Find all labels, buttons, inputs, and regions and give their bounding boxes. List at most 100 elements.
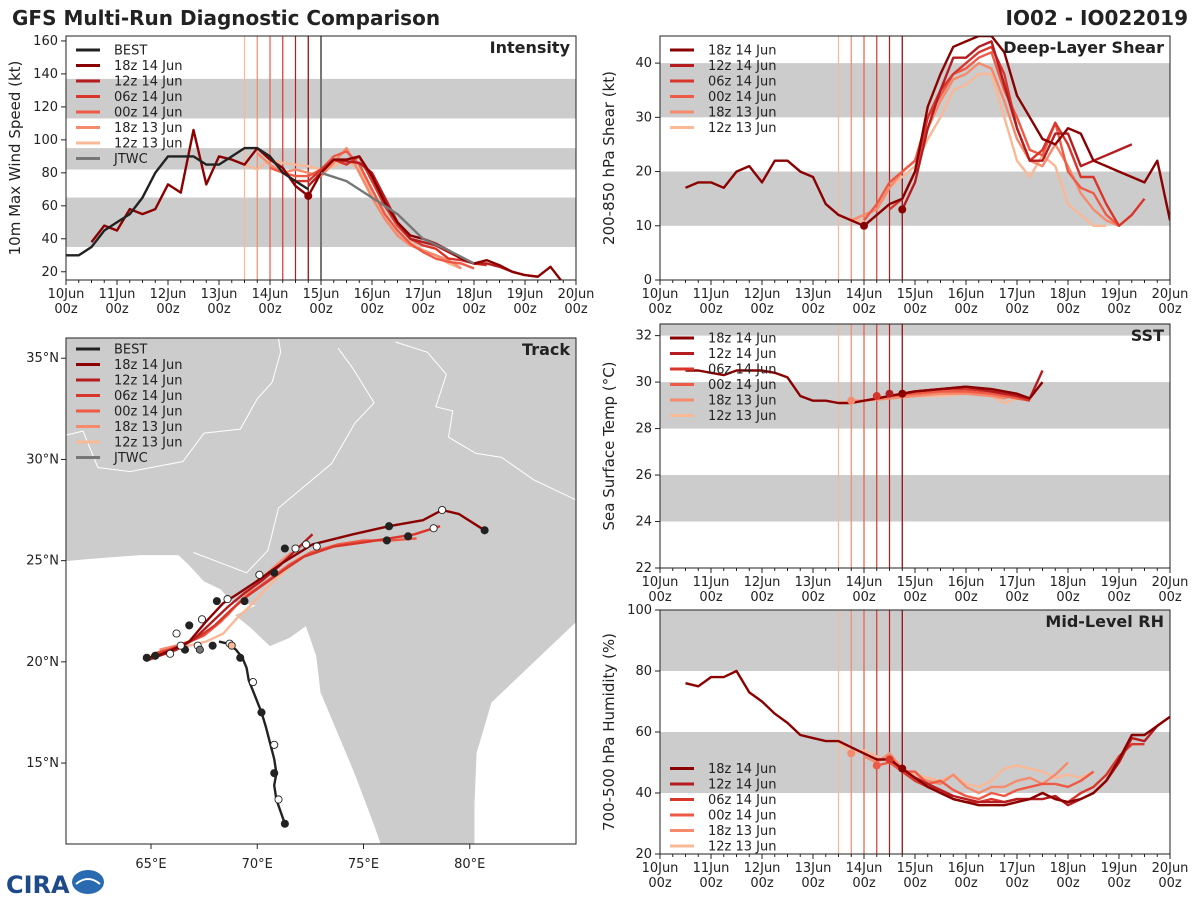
sst-legend-label-2: 06z 14 Jun bbox=[708, 363, 777, 378]
track-point-25 bbox=[312, 542, 321, 551]
track-point-6 bbox=[236, 653, 245, 662]
shear-xtick-label-2: 12Jun bbox=[744, 287, 781, 302]
track-point-5 bbox=[248, 678, 258, 687]
track-plot-area bbox=[66, 338, 576, 844]
rh-band-1 bbox=[660, 610, 1170, 671]
track-legend-label-6: 12z 13 Jun bbox=[114, 436, 183, 451]
rh-xtick-label-5: 15Jun bbox=[897, 861, 934, 876]
shear-title: Deep-Layer Shear bbox=[1003, 38, 1164, 57]
intensity-xtick-label-10: 20Jun bbox=[558, 287, 595, 302]
intensity-legend-label-2: 12z 14 Jun bbox=[114, 75, 183, 90]
sst-xtick-sub-5: 00z bbox=[903, 590, 927, 605]
shear-ytick-label-4: 40 bbox=[635, 56, 652, 71]
shear-xtick-sub-10: 00z bbox=[1158, 302, 1182, 317]
rh-xtick-sub-4: 00z bbox=[852, 876, 876, 891]
track-xtick-label-3: 80°E bbox=[454, 857, 485, 872]
track-legend-label-7: JTWC bbox=[113, 451, 148, 466]
sst-title: SST bbox=[1131, 326, 1164, 345]
track-point-27 bbox=[438, 505, 447, 515]
intensity-series-18z-14-jun bbox=[90, 128, 563, 280]
intensity-xtick-label-6: 16Jun bbox=[354, 287, 391, 302]
sst-xtick-sub-6: 00z bbox=[954, 590, 978, 605]
track-point-22 bbox=[280, 544, 289, 553]
cira-logo: CIRA bbox=[6, 870, 104, 899]
intensity-legend-label-5: 18z 13 Jun bbox=[114, 121, 183, 136]
shear-legend-label-1: 12z 14 Jun bbox=[708, 59, 777, 74]
rh-marker-3 bbox=[898, 764, 907, 773]
shear-xtick-sub-2: 00z bbox=[750, 302, 774, 317]
rh-xtick-label-3: 13Jun bbox=[795, 861, 832, 876]
track-legend-label-0: BEST bbox=[114, 343, 147, 358]
track-landmass bbox=[66, 338, 576, 844]
rh-xtick-label-4: 14Jun bbox=[846, 861, 883, 876]
shear-xtick-label-1: 11Jun bbox=[693, 287, 730, 302]
intensity-series-18z-13-jun bbox=[256, 146, 462, 270]
intensity-legend-label-1: 18z 14 Jun bbox=[114, 59, 183, 74]
rh-ytick-label-0: 20 bbox=[635, 847, 652, 862]
rh-xtick-sub-9: 00z bbox=[1107, 876, 1131, 891]
rh-xtick-sub-2: 00z bbox=[750, 876, 774, 891]
sst-xtick-label-5: 15Jun bbox=[897, 575, 934, 590]
sst-series-18z-14-jun bbox=[685, 369, 1044, 405]
rh-panel: 2040608010010Jun00z11Jun00z12Jun00z13Jun… bbox=[600, 603, 1188, 891]
intensity-xtick-sub-2: 00z bbox=[156, 302, 180, 317]
track-ytick-label-1: 20°N bbox=[26, 655, 59, 670]
shear-xtick-label-3: 13Jun bbox=[795, 287, 832, 302]
intensity-ytick-label-0: 20 bbox=[41, 265, 58, 280]
track-border-3 bbox=[66, 430, 99, 468]
rh-title: Mid-Level RH bbox=[1045, 612, 1164, 631]
track-frame bbox=[65, 337, 577, 845]
shear-legend-label-3: 00z 14 Jun bbox=[708, 90, 777, 105]
track-point-15 bbox=[185, 621, 194, 630]
track-legend-label-3: 06z 14 Jun bbox=[114, 389, 183, 404]
sst-band-0 bbox=[660, 475, 1170, 522]
rh-xtick-sub-6: 00z bbox=[954, 876, 978, 891]
sst-xtick-label-0: 10Jun bbox=[642, 575, 679, 590]
figure-title: GFS Multi-Run Diagnostic Comparison bbox=[12, 6, 440, 30]
intensity-xtick-sub-3: 00z bbox=[207, 302, 231, 317]
track-border-4 bbox=[395, 341, 477, 454]
shear-xtick-sub-1: 00z bbox=[699, 302, 723, 317]
intensity-series-best bbox=[66, 146, 309, 257]
shear-xtick-label-5: 15Jun bbox=[897, 287, 934, 302]
rh-legend-label-3: 00z 14 Jun bbox=[708, 809, 777, 824]
intensity-xtick-sub-7: 00z bbox=[411, 302, 435, 317]
intensity-xtick-sub-9: 00z bbox=[513, 302, 537, 317]
sst-xtick-label-8: 18Jun bbox=[1050, 575, 1087, 590]
shear-ytick-label-3: 30 bbox=[635, 110, 652, 125]
track-xtick-label-0: 65°E bbox=[135, 857, 166, 872]
intensity-xtick-sub-5: 00z bbox=[309, 302, 333, 317]
shear-xtick-label-7: 17Jun bbox=[999, 287, 1036, 302]
sst-plot-area bbox=[660, 324, 1170, 568]
intensity-ytick-label-3: 80 bbox=[41, 166, 58, 181]
rh-legend-label-5: 12z 13 Jun bbox=[708, 840, 777, 855]
intensity-title: Intensity bbox=[490, 38, 571, 57]
track-panel: 65°E 70°E 75°E 80°E 15°N 20°N 25°N 30°N 35°N Trac… bbox=[26, 337, 577, 872]
cira-logo-text: CIRA bbox=[6, 871, 70, 899]
intensity-series-jtwc bbox=[320, 171, 475, 265]
shear-xtick-label-0: 10Jun bbox=[642, 287, 679, 302]
sst-marker-2 bbox=[885, 389, 894, 398]
intensity-ytick-label-6: 140 bbox=[33, 67, 58, 82]
track-point-21 bbox=[270, 568, 279, 577]
shear-xtick-sub-7: 00z bbox=[1005, 302, 1029, 317]
track-point-28 bbox=[480, 526, 489, 535]
rh-ylabel: 700-500 hPa Humidity (%) bbox=[600, 633, 618, 831]
shear-legend-label-2: 06z 14 Jun bbox=[708, 75, 777, 90]
track-point-16 bbox=[197, 615, 207, 624]
intensity-xtick-sub-6: 00z bbox=[360, 302, 384, 317]
track-border-0 bbox=[193, 347, 375, 574]
rh-marker-1 bbox=[872, 761, 881, 770]
rh-xtick-sub-5: 00z bbox=[903, 876, 927, 891]
track-point-8 bbox=[208, 641, 217, 650]
rh-xtick-sub-1: 00z bbox=[699, 876, 723, 891]
track-point-20 bbox=[255, 570, 264, 579]
intensity-plot-area bbox=[66, 36, 576, 280]
shear-xtick-label-10: 20Jun bbox=[1152, 287, 1189, 302]
sst-ylabel: Sea Surface Temp (°C) bbox=[600, 361, 618, 530]
sst-ytick-label-0: 22 bbox=[635, 561, 652, 576]
shear-ylabel: 200-850 hPa Shear (kt) bbox=[600, 71, 618, 245]
rh-band-0 bbox=[660, 732, 1170, 793]
track-series-best bbox=[218, 640, 287, 825]
rh-xtick-sub-10: 00z bbox=[1158, 876, 1182, 891]
